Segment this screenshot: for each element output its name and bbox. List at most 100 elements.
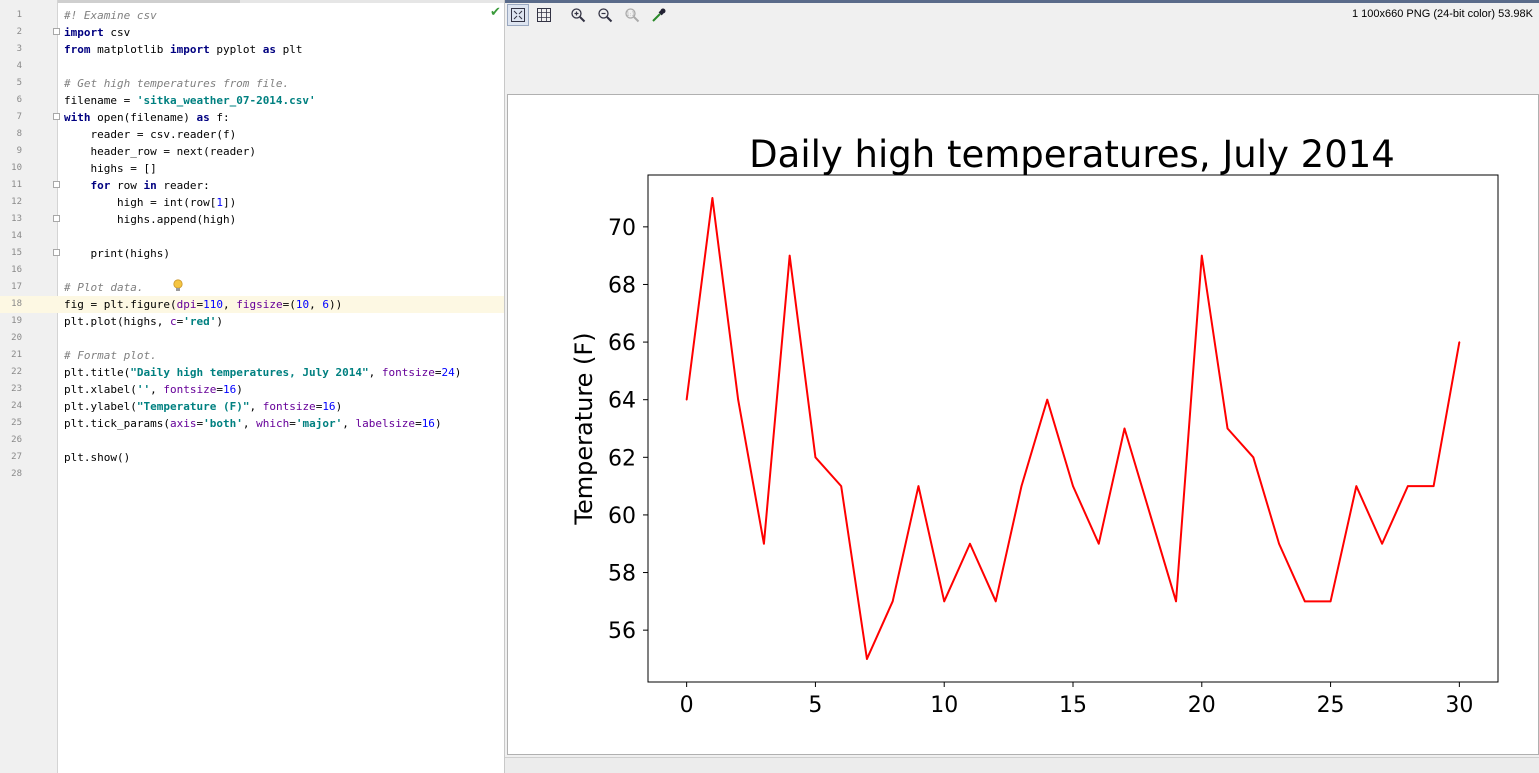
x-tick-label: 30 bbox=[1445, 693, 1473, 718]
code-text[interactable]: plt.show() bbox=[64, 449, 130, 466]
code-line[interactable]: 9 header_row = next(reader) bbox=[0, 143, 504, 160]
actual-size-button[interactable] bbox=[533, 4, 555, 26]
code-text[interactable]: fig = plt.figure(dpi=110, figsize=(10, 6… bbox=[64, 296, 342, 313]
code-token: plt.plot(highs, bbox=[64, 315, 170, 328]
code-text[interactable]: plt.title("Daily high temperatures, July… bbox=[64, 364, 461, 381]
code-token: 'major' bbox=[295, 417, 343, 430]
code-line[interactable]: 24 plt.ylabel("Temperature (F)", fontsize… bbox=[0, 398, 504, 415]
editor-active-tab[interactable] bbox=[0, 0, 240, 3]
code-line[interactable]: 8 reader = csv.reader(f) bbox=[0, 126, 504, 143]
code-token: )) bbox=[328, 298, 343, 311]
code-line[interactable]: 23 plt.xlabel('', fontsize=16) bbox=[0, 381, 504, 398]
viewer-toolbar: 1:1 1 100x660 PNG (24-bit color) 53.98K bbox=[505, 3, 1539, 29]
line-number: 4 bbox=[16, 61, 22, 71]
code-token: 1 bbox=[216, 196, 223, 209]
code-line[interactable]: 5 # Get high temperatures from file. bbox=[0, 75, 504, 92]
code-line[interactable]: 10 highs = [] bbox=[0, 160, 504, 177]
code-text[interactable]: highs = [] bbox=[64, 160, 156, 177]
code-text[interactable]: highs.append(high) bbox=[64, 211, 236, 228]
code-text[interactable]: reader = csv.reader(f) bbox=[64, 126, 236, 143]
code-line[interactable]: 7 with open(filename) as f: bbox=[0, 109, 504, 126]
zoom-in-button[interactable] bbox=[567, 4, 589, 26]
code-token: in bbox=[143, 179, 157, 192]
inspection-ok-icon[interactable]: ✔ bbox=[490, 5, 501, 20]
fold-toggle-icon[interactable] bbox=[53, 181, 60, 188]
code-token: plt.title( bbox=[64, 366, 131, 379]
code-line[interactable]: 4 bbox=[0, 58, 504, 75]
code-line[interactable]: 18 fig = plt.figure(dpi=110, figsize=(10,… bbox=[0, 296, 504, 313]
fold-toggle-icon[interactable] bbox=[53, 113, 60, 120]
zoom-reset-button[interactable]: 1:1 bbox=[621, 4, 643, 26]
code-line[interactable]: 25 plt.tick_params(axis='both', which='ma… bbox=[0, 415, 504, 432]
data-point bbox=[814, 456, 817, 459]
code-text[interactable]: plt.tick_params(axis='both', which='majo… bbox=[64, 415, 442, 432]
code-line[interactable]: 20 bbox=[0, 330, 504, 347]
code-text[interactable]: with open(filename) as f: bbox=[64, 109, 230, 126]
code-line[interactable]: 13 highs.append(high) bbox=[0, 211, 504, 228]
zoom-out-button[interactable] bbox=[594, 4, 616, 26]
code-line[interactable]: 15 print(highs) bbox=[0, 245, 504, 262]
code-token: ]) bbox=[222, 196, 237, 209]
code-token: figsize bbox=[236, 298, 283, 311]
code-line[interactable]: 1 #! Examine csv bbox=[0, 7, 504, 24]
actual-size-icon bbox=[537, 8, 551, 22]
data-point bbox=[1200, 254, 1203, 257]
code-text[interactable]: print(highs) bbox=[64, 245, 169, 262]
color-picker-button[interactable] bbox=[648, 4, 670, 26]
code-text[interactable]: plt.plot(highs, c='red') bbox=[64, 313, 223, 330]
code-text[interactable]: from matplotlib import pyplot as plt bbox=[64, 41, 302, 58]
code-line[interactable]: 3 from matplotlib import pyplot as plt bbox=[0, 41, 504, 58]
y-tick-label: 56 bbox=[608, 619, 636, 644]
code-line[interactable]: 26 bbox=[0, 432, 504, 449]
code-token: =( bbox=[282, 298, 296, 311]
code-token: plt.xlabel( bbox=[64, 383, 137, 396]
code-text[interactable]: plt.xlabel('', fontsize=16) bbox=[64, 381, 243, 398]
code-text[interactable]: header_row = next(reader) bbox=[64, 143, 256, 160]
line-number: 8 bbox=[16, 129, 22, 139]
code-token: = bbox=[176, 315, 184, 328]
lightbulb-icon[interactable] bbox=[172, 279, 184, 293]
line-number: 18 bbox=[11, 299, 22, 309]
code-line[interactable]: 21 # Format plot. bbox=[0, 347, 504, 364]
code-text[interactable]: # Format plot. bbox=[64, 347, 157, 364]
code-token: 'sitka_weather_07-2014.csv' bbox=[136, 94, 316, 107]
code-line[interactable]: 16 bbox=[0, 262, 504, 279]
code-editor[interactable]: 1 #! Examine csv 2 import csv 3 from matplotl… bbox=[0, 0, 505, 773]
code-line[interactable]: 22 plt.title("Daily high temperatures, Ju… bbox=[0, 364, 504, 381]
code-line[interactable]: 2 import csv bbox=[0, 24, 504, 41]
fit-to-window-button[interactable] bbox=[507, 4, 529, 26]
y-tick-label: 68 bbox=[608, 273, 636, 298]
code-text[interactable]: filename = 'sitka_weather_07-2014.csv' bbox=[64, 92, 316, 109]
code-line[interactable]: 17 # Plot data. bbox=[0, 279, 504, 296]
code-token: import bbox=[64, 26, 104, 39]
code-token: "Temperature (F)" bbox=[136, 400, 250, 413]
code-text[interactable]: high = int(row[1]) bbox=[64, 194, 236, 211]
code-token: highs.append(high) bbox=[64, 213, 237, 226]
code-text[interactable]: plt.ylabel("Temperature (F)", fontsize=1… bbox=[64, 398, 342, 415]
code-token: # Plot data. bbox=[64, 281, 144, 294]
code-line[interactable]: 14 bbox=[0, 228, 504, 245]
code-line[interactable]: 6 filename = 'sitka_weather_07-2014.csv' bbox=[0, 92, 504, 109]
code-token: fontsize bbox=[163, 383, 217, 396]
code-line[interactable]: 12 high = int(row[1]) bbox=[0, 194, 504, 211]
color-picker-icon bbox=[652, 8, 666, 22]
series-line-highs bbox=[685, 197, 1461, 660]
code-token: ) bbox=[335, 400, 343, 413]
code-token: fontsize bbox=[381, 366, 435, 379]
data-point bbox=[917, 485, 920, 487]
code-text[interactable]: #! Examine csv bbox=[64, 7, 157, 24]
fold-toggle-icon[interactable] bbox=[53, 28, 60, 35]
code-line[interactable]: 19 plt.plot(highs, c='red') bbox=[0, 313, 504, 330]
code-token: from bbox=[64, 43, 91, 56]
line-number: 17 bbox=[11, 282, 22, 292]
code-line[interactable]: 28 bbox=[0, 466, 504, 483]
code-text[interactable]: import csv bbox=[64, 24, 130, 41]
code-text[interactable]: # Plot data. bbox=[64, 279, 143, 296]
code-text[interactable]: # Get high temperatures from file. bbox=[64, 75, 289, 92]
fold-toggle-icon[interactable] bbox=[53, 215, 60, 222]
chart-title: Daily high temperatures, July 2014 bbox=[749, 133, 1395, 176]
fold-toggle-icon[interactable] bbox=[53, 249, 60, 256]
code-line[interactable]: 27 plt.show() bbox=[0, 449, 504, 466]
code-line[interactable]: 11 for row in reader: bbox=[0, 177, 504, 194]
code-text[interactable]: for row in reader: bbox=[64, 177, 210, 194]
